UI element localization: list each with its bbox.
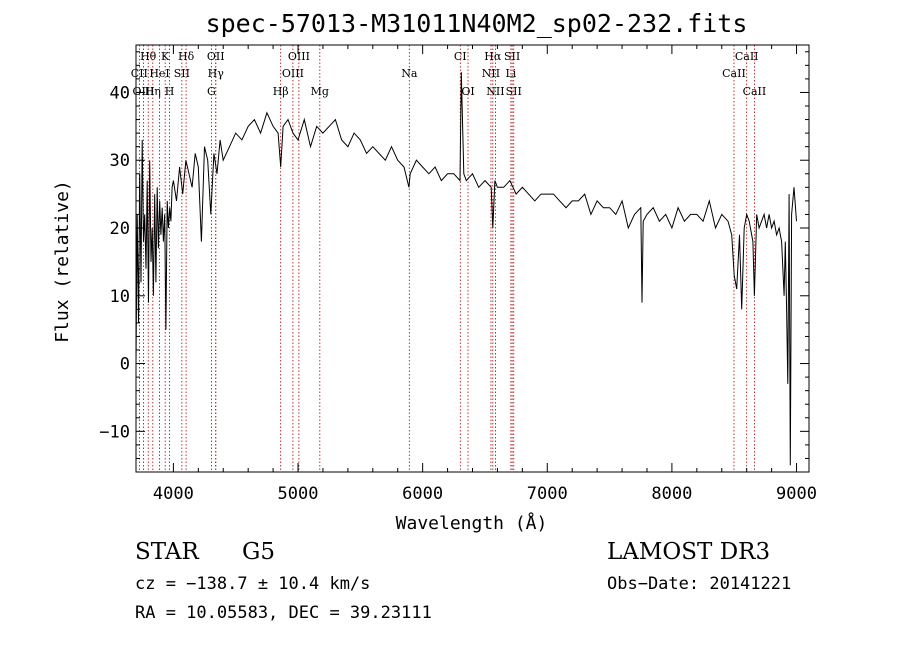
line-label: Hα [484,50,502,63]
chart-title: spec-57013-M31011N40M2_sp02-232.fits [206,9,748,38]
redshift-text: cz = −138.7 ± 10.4 km/s [135,574,371,594]
x-axis-label: Wavelength (Å) [396,512,548,534]
line-label: CaII [743,85,767,98]
x-tick-label: 7000 [527,484,568,504]
line-label: NII [482,67,500,80]
line-label: CaII [722,67,746,80]
line-label: Hθ [140,50,157,63]
x-tick-label: 4000 [153,484,194,504]
line-label: OI [461,85,474,98]
line-label: G [207,85,216,98]
line-label: Na [401,67,418,80]
line-label: SII [504,50,520,63]
line-label: OIII [282,67,304,80]
line-label: SII [506,85,522,98]
line-label: HeI [149,67,169,80]
line-label: OIII [132,85,154,98]
survey-label: LAMOST DR3 [607,539,771,565]
x-tick-label: 6000 [402,484,443,504]
line-label: CaII [735,50,759,63]
line-label: CI [454,50,467,63]
y-tick-label: −10 [99,422,130,442]
y-tick-label: 40 [110,83,130,103]
line-label: Mg [311,85,329,98]
line-label: Li [505,67,516,80]
line-label: SII [174,67,190,80]
object-subclass: G5 [242,539,276,565]
coordinates-text: RA = 10.05583, DEC = 39.23111 [135,603,432,623]
line-label: Hδ [178,50,195,63]
y-tick-label: 20 [110,219,130,239]
x-tick-label: 8000 [651,484,692,504]
x-tick-label: 5000 [278,484,319,504]
y-tick-label: 10 [110,287,130,307]
y-tick-label: 30 [110,151,130,171]
line-label: NII [486,85,504,98]
line-label: OII [207,50,225,63]
spectrum-line [135,72,797,466]
obs-date-text: Obs−Date: 20141221 [607,574,792,594]
line-label: Hη [145,85,161,98]
line-label: Hβ [273,85,289,98]
line-label: CII [131,67,148,80]
x-tick-label: 9000 [776,484,817,504]
line-label: Hγ [208,67,225,80]
line-label: K [161,50,170,63]
y-tick-label: 0 [120,355,130,375]
y-axis-label: Flux (relative) [52,180,73,343]
line-label: H [165,85,175,98]
plot-frame [135,44,810,473]
object-class: STAR [135,539,199,565]
line-label: OIII [288,50,310,63]
